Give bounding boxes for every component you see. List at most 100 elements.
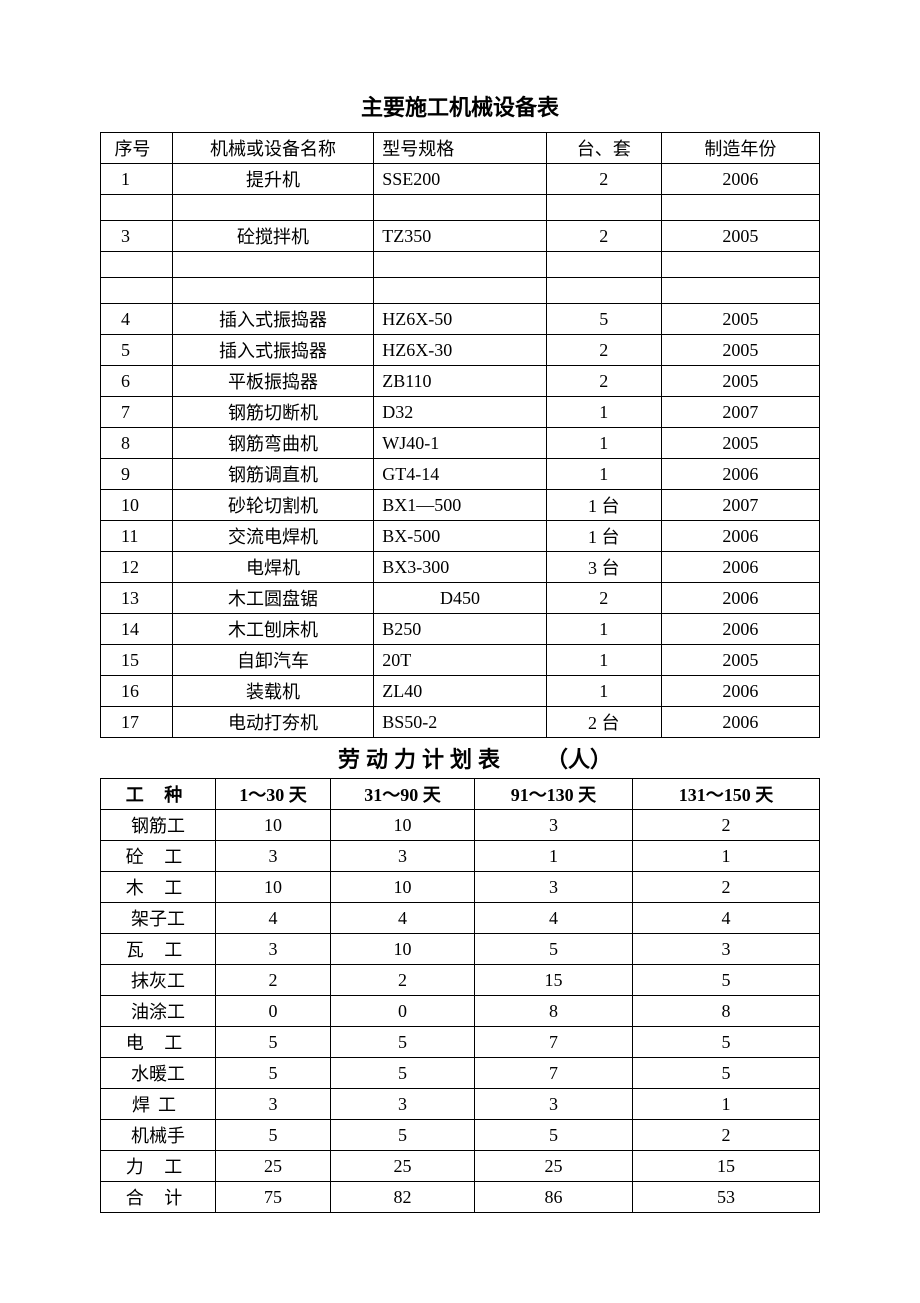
table-row: 8钢筋弯曲机WJ40-112005 — [101, 428, 820, 459]
table-cell: 2006 — [661, 164, 819, 195]
table-cell: 5 — [546, 304, 661, 335]
table-cell: 1 — [546, 614, 661, 645]
table-cell — [172, 195, 373, 221]
table-cell — [661, 278, 819, 304]
table-row: 架子工4444 — [101, 903, 820, 934]
table-cell: 3 — [216, 934, 331, 965]
table-row: 3砼搅拌机TZ35022005 — [101, 221, 820, 252]
table-cell: BX3-300 — [374, 552, 547, 583]
table-cell: 10 — [216, 872, 331, 903]
table-cell: 4 — [474, 903, 632, 934]
table-cell: 1 台 — [546, 490, 661, 521]
table-cell: 2005 — [661, 366, 819, 397]
table-row: 17电动打夯机BS50-22 台2006 — [101, 707, 820, 738]
table-cell: 砼 工 — [101, 841, 216, 872]
table-cell: 提升机 — [172, 164, 373, 195]
table-cell: 5 — [331, 1058, 475, 1089]
table-row: 焊工3331 — [101, 1089, 820, 1120]
table-row: 力 工25252515 — [101, 1151, 820, 1182]
table-cell: 75 — [216, 1182, 331, 1213]
table-cell: 砂轮切割机 — [172, 490, 373, 521]
table-cell: 3 — [633, 934, 820, 965]
table-cell: 2 — [331, 965, 475, 996]
table-cell: 砼搅拌机 — [172, 221, 373, 252]
table-cell: 9 — [101, 459, 173, 490]
table2-col-p4: 131～150 天 — [633, 779, 820, 810]
table-row: 11交流电焊机BX-5001 台2006 — [101, 521, 820, 552]
table-cell: 2006 — [661, 459, 819, 490]
table-cell: 7 — [474, 1027, 632, 1058]
table-cell: 装载机 — [172, 676, 373, 707]
table-cell: 53 — [633, 1182, 820, 1213]
table-cell — [374, 278, 547, 304]
table-cell: 7 — [101, 397, 173, 428]
table-cell: 0 — [216, 996, 331, 1027]
table-cell: 2 — [216, 965, 331, 996]
table-cell: 合 计 — [101, 1182, 216, 1213]
table-cell: 1 — [101, 164, 173, 195]
table-row: 油涂工0088 — [101, 996, 820, 1027]
table-row: 10砂轮切割机BX1—5001 台2007 — [101, 490, 820, 521]
table-cell: 电焊机 — [172, 552, 373, 583]
table-cell: 2 — [546, 221, 661, 252]
table-cell: D450 — [374, 583, 547, 614]
table-cell: 4 — [216, 903, 331, 934]
table-cell — [172, 278, 373, 304]
table-row: 木 工101032 — [101, 872, 820, 903]
table-cell: 平板振捣器 — [172, 366, 373, 397]
table-cell: 2005 — [661, 304, 819, 335]
table-cell: 抹灰工 — [101, 965, 216, 996]
table-cell: 2 — [633, 810, 820, 841]
table-cell — [374, 252, 547, 278]
table-cell: 14 — [101, 614, 173, 645]
table-cell: 5 — [474, 934, 632, 965]
table-cell: 2 — [546, 335, 661, 366]
table-cell: 11 — [101, 521, 173, 552]
table-cell: WJ40-1 — [374, 428, 547, 459]
table-row: 6平板振捣器ZB11022005 — [101, 366, 820, 397]
table-cell: 钢筋弯曲机 — [172, 428, 373, 459]
table2-title-main: 劳动力计划表 — [338, 747, 506, 772]
table-cell: 电 工 — [101, 1027, 216, 1058]
table-cell: 8 — [474, 996, 632, 1027]
table-row: 1提升机SSE20022006 — [101, 164, 820, 195]
table-cell: 5 — [216, 1120, 331, 1151]
table-cell: 5 — [216, 1058, 331, 1089]
table-cell: HZ6X-30 — [374, 335, 547, 366]
table-cell: 2006 — [661, 614, 819, 645]
table-row: 抹灰工22155 — [101, 965, 820, 996]
table-cell: 力 工 — [101, 1151, 216, 1182]
table-cell: 2007 — [661, 490, 819, 521]
table1-col-year: 制造年份 — [661, 133, 819, 164]
table-cell: 2 — [546, 366, 661, 397]
table-cell: 10 — [101, 490, 173, 521]
table-cell: 0 — [331, 996, 475, 1027]
table-row — [101, 278, 820, 304]
table-cell: 1 — [546, 645, 661, 676]
table-cell: 3 台 — [546, 552, 661, 583]
table-row: 15自卸汽车20T12005 — [101, 645, 820, 676]
table-cell — [172, 252, 373, 278]
table-cell: 2005 — [661, 645, 819, 676]
table-row: 13木工圆盘锯D45022006 — [101, 583, 820, 614]
table-cell: 2006 — [661, 552, 819, 583]
table-cell: 86 — [474, 1182, 632, 1213]
table-cell: 1 — [546, 676, 661, 707]
table-row: 16装载机ZL4012006 — [101, 676, 820, 707]
table-cell: 6 — [101, 366, 173, 397]
table-cell: 12 — [101, 552, 173, 583]
table-cell: 2007 — [661, 397, 819, 428]
table-cell: ZB110 — [374, 366, 547, 397]
table-row: 合 计75828653 — [101, 1182, 820, 1213]
table-cell: 电动打夯机 — [172, 707, 373, 738]
table-cell: 4 — [101, 304, 173, 335]
table-cell: 3 — [474, 872, 632, 903]
table-cell: 2005 — [661, 335, 819, 366]
table-cell: 20T — [374, 645, 547, 676]
table-cell: 3 — [216, 1089, 331, 1120]
table-cell: 2006 — [661, 521, 819, 552]
table-cell: 木工圆盘锯 — [172, 583, 373, 614]
table-cell: 5 — [474, 1120, 632, 1151]
table1-title: 主要施工机械设备表 — [100, 90, 820, 122]
table-cell: 2 — [546, 164, 661, 195]
